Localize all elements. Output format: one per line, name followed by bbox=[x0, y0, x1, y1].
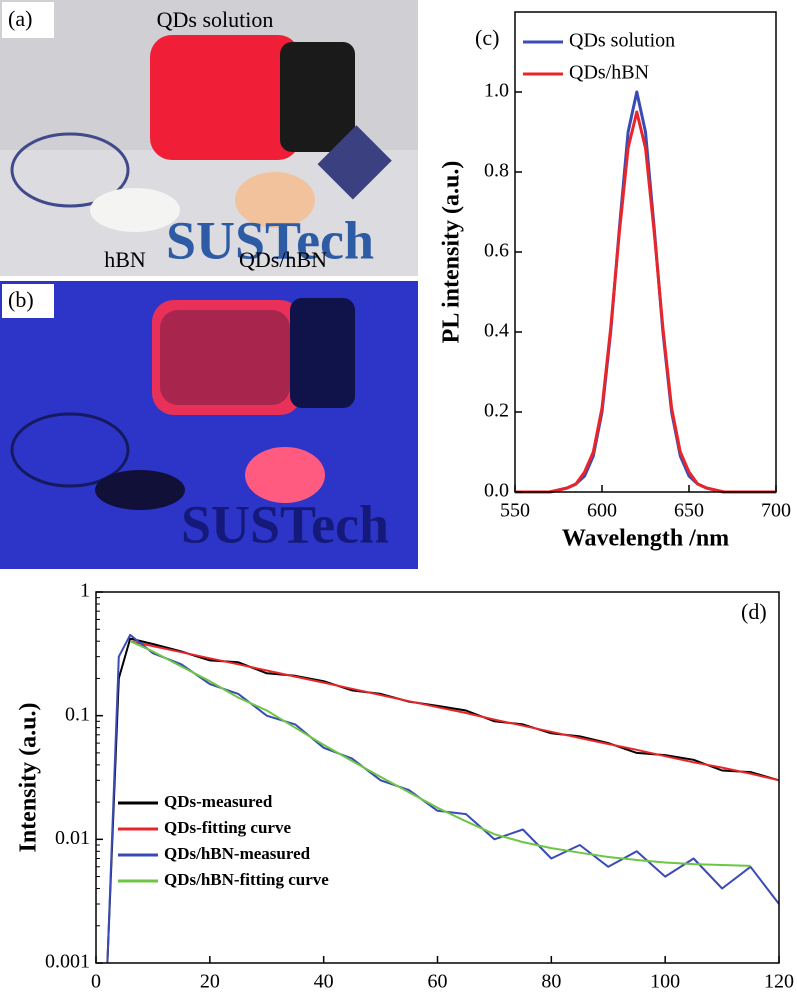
x-tick-label: 120 bbox=[764, 971, 794, 993]
legend-label: QDs-measured bbox=[164, 792, 273, 811]
y-tick-label: 0.6 bbox=[484, 240, 509, 262]
x-axis-title: Wavelength /nm bbox=[562, 526, 729, 552]
label-bg bbox=[2, 2, 54, 38]
panel-label: (c) bbox=[475, 25, 499, 50]
chart: 550 600 650 700 0.0 0.2 0.4 0.6 0.8 1.0 Wavelength… bbox=[439, 11, 791, 552]
photo-a: SUSTech (a) QDs solution hBN QDs/hBN bbox=[0, 0, 418, 276]
y-tick-label: 0.0 bbox=[484, 480, 509, 502]
x-tick-label: 600 bbox=[587, 500, 617, 522]
series-line bbox=[515, 110, 776, 494]
logo bbox=[10, 132, 130, 208]
y-tick-label: 0.01 bbox=[55, 827, 90, 849]
vial bbox=[150, 35, 300, 160]
legend-label: QDs/hBN-fitting curve bbox=[164, 870, 329, 889]
photo-annotation: hBN bbox=[104, 247, 146, 272]
photo-logo-text: SUSTech bbox=[181, 494, 389, 554]
plot-frame bbox=[95, 591, 780, 964]
logo bbox=[317, 125, 392, 200]
y-tick-label: 0.4 bbox=[484, 320, 509, 342]
y-tick-label: 1.0 bbox=[484, 80, 509, 102]
x-tick-label: 0 bbox=[91, 971, 101, 993]
photo-b: SUSTech (b) bbox=[0, 281, 418, 569]
y-axis-title: Intensity (a.u.) bbox=[16, 702, 42, 852]
x-tick-label: 20 bbox=[200, 971, 220, 993]
y-tick-label: 0.001 bbox=[45, 951, 90, 973]
x-tick-label: 550 bbox=[500, 500, 530, 522]
y-tick-label: 1 bbox=[80, 580, 90, 602]
vial-cap bbox=[290, 298, 355, 408]
panel-label: (b) bbox=[8, 287, 34, 312]
legend-label: QDs-fitting curve bbox=[164, 818, 291, 837]
photo-logo-text: SUSTech bbox=[166, 210, 374, 270]
photo-annotation: QDs/hBN bbox=[239, 247, 327, 272]
vial-inner bbox=[160, 310, 290, 405]
hbn-powder bbox=[95, 470, 185, 510]
vial-cap bbox=[280, 42, 355, 152]
logo bbox=[10, 412, 130, 488]
series-line bbox=[129, 640, 780, 782]
qd-powder bbox=[245, 447, 325, 503]
y-tick-label: 0.8 bbox=[484, 160, 509, 182]
y-tick-label: 0.1 bbox=[65, 703, 90, 725]
x-tick-label: 60 bbox=[428, 971, 448, 993]
qd-powder bbox=[235, 172, 315, 228]
series-line bbox=[129, 640, 751, 867]
panel-label: (d) bbox=[741, 599, 767, 624]
x-tick-label: 650 bbox=[674, 500, 704, 522]
legend-label: QDs/hBN bbox=[569, 62, 649, 84]
panel-label: (a) bbox=[8, 6, 32, 31]
legend-label: QDs/hBN-measured bbox=[164, 844, 311, 863]
plot-frame bbox=[514, 11, 777, 493]
x-tick-label: 40 bbox=[314, 971, 334, 993]
x-tick-label: 80 bbox=[541, 971, 561, 993]
legend-label: QDs solution bbox=[569, 30, 675, 52]
label-bg bbox=[2, 284, 54, 318]
hbn-powder bbox=[90, 188, 180, 232]
photo-annotation: QDs solution bbox=[157, 7, 274, 32]
x-tick-label: 700 bbox=[761, 500, 791, 522]
y-tick-label: 0.2 bbox=[484, 400, 509, 422]
x-tick-label: 100 bbox=[650, 971, 680, 993]
y-axis-title: PL intensity (a.u.) bbox=[439, 161, 465, 344]
